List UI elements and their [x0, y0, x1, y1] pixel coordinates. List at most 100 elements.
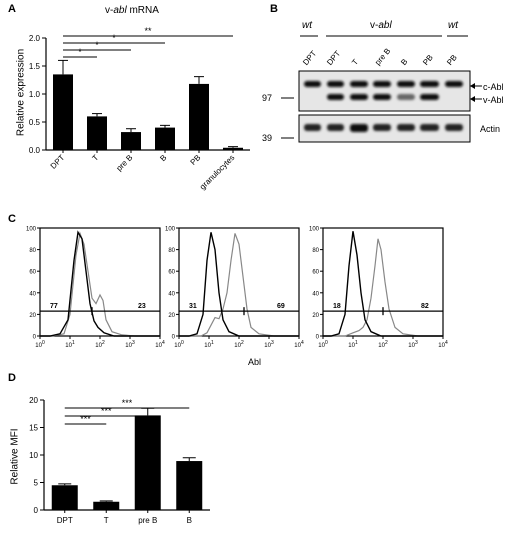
- y-tick-label: 15: [29, 424, 38, 433]
- significance-label: ***: [80, 414, 91, 424]
- gate-right-percent: 23: [138, 303, 146, 310]
- gate-right-percent: 82: [421, 303, 429, 310]
- y-tick-label: 1.5: [29, 62, 41, 71]
- chart-a-title: v-abl mRNA: [105, 5, 159, 16]
- histogram-grey-curve: [179, 233, 299, 337]
- histogram-black-curve: [323, 231, 443, 337]
- x-tick-label: 100: [174, 340, 184, 349]
- y-tick-label: 100: [309, 227, 320, 233]
- y-tick-label: 10: [29, 451, 38, 460]
- bar: [223, 147, 243, 150]
- significance-label: ***: [101, 406, 112, 416]
- chart-a-title-suffix: mRNA: [126, 5, 159, 16]
- y-tick-label: 60: [168, 270, 175, 276]
- x-tick-label: 103: [125, 340, 135, 349]
- y-tick-label: 40: [29, 291, 36, 297]
- y-tick-label: 60: [29, 270, 36, 276]
- bar: [87, 116, 107, 150]
- y-tick-label: 80: [29, 248, 36, 254]
- blot-mw-97: 97: [262, 93, 273, 103]
- y-tick-label: 1.0: [29, 90, 41, 99]
- blot-label-vabl: v-Abl: [483, 95, 504, 105]
- x-tick-label: B: [158, 153, 168, 163]
- x-tick-label: 104: [438, 340, 448, 349]
- blot-header-wt-left: wt: [302, 20, 312, 31]
- significance-label: *: [112, 33, 116, 43]
- bar: [189, 83, 209, 150]
- x-tick-label: 101: [348, 340, 358, 349]
- y-tick-label: 0.0: [29, 146, 41, 155]
- x-tick-label: T: [91, 153, 101, 163]
- x-tick-label: 102: [95, 340, 105, 349]
- bar: [51, 485, 78, 510]
- y-tick-label: 80: [312, 248, 319, 254]
- blot-label-cabl: c-Abl: [483, 82, 504, 92]
- significance-label: ***: [122, 398, 133, 408]
- gate-left-percent: 31: [189, 303, 197, 310]
- x-tick-label: 102: [378, 340, 388, 349]
- panel-letter-d: D: [8, 372, 16, 384]
- chart-a-title-italic: abl: [113, 5, 127, 16]
- y-tick-label: 20: [29, 396, 38, 405]
- significance-label: *: [95, 40, 99, 50]
- significance-label: *: [78, 47, 82, 57]
- x-tick-label: 102: [234, 340, 244, 349]
- x-tick-label: pre B: [138, 516, 157, 525]
- panel-letter-b: B: [270, 3, 278, 15]
- y-tick-label: 100: [26, 227, 37, 233]
- x-tick-label: B: [187, 516, 192, 525]
- y-tick-label: 20: [312, 313, 319, 319]
- gate-left-percent: 18: [333, 303, 341, 310]
- blot-label-actin: Actin: [480, 124, 501, 134]
- y-tick-label: 0: [34, 506, 39, 515]
- x-tick-label: T: [104, 516, 109, 525]
- blot-header-wt-right: wt: [448, 20, 458, 31]
- histogram-black-curve: [40, 230, 160, 337]
- bar: [134, 415, 161, 510]
- flow-xlabel: Abl: [248, 357, 262, 367]
- histogram-grey-curve: [323, 238, 443, 337]
- gate-left-percent: 77: [50, 303, 58, 310]
- y-tick-label: 60: [312, 270, 319, 276]
- y-tick-label: 5: [34, 479, 39, 488]
- blot-header-vabl-italic: abl: [378, 20, 392, 31]
- bar: [155, 127, 175, 150]
- bar: [176, 461, 203, 510]
- x-tick-label: 101: [65, 340, 75, 349]
- blot-header-vabl-prefix: v-: [370, 20, 379, 31]
- gate-right-percent: 69: [277, 303, 285, 310]
- y-tick-label: 0: [316, 335, 320, 341]
- y-tick-label: 40: [168, 291, 175, 297]
- y-tick-label: 100: [165, 227, 176, 233]
- y-tick-label: 20: [168, 313, 175, 319]
- y-tick-label: 0: [172, 335, 176, 341]
- x-tick-label: 103: [408, 340, 418, 349]
- x-tick-label: DPT: [57, 516, 73, 525]
- x-tick-label: 100: [35, 340, 45, 349]
- y-tick-label: 0.5: [29, 118, 41, 127]
- panel-letter-c: C: [8, 213, 16, 225]
- x-tick-label: 100: [318, 340, 328, 349]
- y-tick-label: 2.0: [29, 34, 41, 43]
- x-tick-label: 101: [204, 340, 214, 349]
- blot-mw-39: 39: [262, 133, 273, 143]
- blot-bands: [304, 81, 463, 132]
- bar: [121, 132, 141, 150]
- y-tick-label: 0: [33, 335, 37, 341]
- y-tick-label: 40: [312, 291, 319, 297]
- bar: [93, 501, 120, 510]
- chart-a-title-prefix: v-: [105, 5, 114, 16]
- panel-letter-a: A: [8, 3, 16, 15]
- y-tick-label: 80: [168, 248, 175, 254]
- x-tick-label: 103: [264, 340, 274, 349]
- blot-header-vabl: v-abl: [370, 20, 392, 31]
- x-tick-label: 104: [294, 340, 304, 349]
- histogram-black-curve: [179, 232, 299, 337]
- x-tick-label: 104: [155, 340, 165, 349]
- significance-label: **: [144, 26, 152, 36]
- bar: [53, 74, 73, 150]
